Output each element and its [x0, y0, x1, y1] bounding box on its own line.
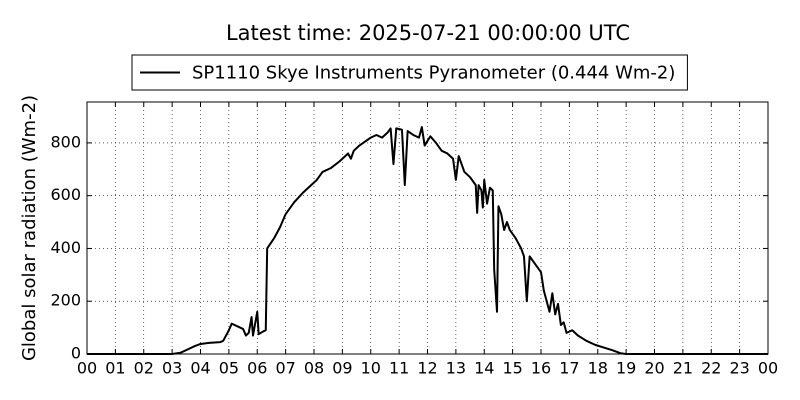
y-tick-label: 800 [50, 132, 81, 151]
x-tick-label: 11 [389, 359, 409, 378]
x-tick-label: 13 [446, 359, 466, 378]
y-tick-label: 600 [50, 185, 81, 204]
x-tick-label: 22 [701, 359, 721, 378]
x-tick-label: 15 [502, 359, 522, 378]
x-tick-label: 23 [729, 359, 749, 378]
plot-frame [86, 101, 769, 355]
chart-title: Latest time: 2025-07-21 00:00:00 UTC [226, 21, 630, 45]
x-tick-label: 14 [474, 359, 494, 378]
x-tick-label: 05 [219, 359, 239, 378]
legend-label: SP1110 Skye Instruments Pyranometer (0.4… [192, 63, 675, 84]
x-tick-label: 01 [105, 359, 125, 378]
data-line [87, 126, 768, 355]
y-tick-label: 400 [50, 238, 81, 257]
x-tick-label: 07 [275, 359, 295, 378]
legend-box [131, 54, 688, 91]
x-tick-label: 17 [559, 359, 579, 378]
x-tick-label: 19 [616, 359, 636, 378]
x-tick-label: 18 [588, 359, 608, 378]
x-tick-label: 20 [644, 359, 664, 378]
y-axis-label: Global solar radiation (Wm-2) [19, 95, 40, 361]
x-tick-label: 10 [361, 359, 381, 378]
x-tick-label: 00 [77, 359, 97, 378]
x-tick-label: 04 [190, 359, 210, 378]
y-tick-label: 200 [50, 291, 81, 310]
x-tick-label: 16 [531, 359, 551, 378]
x-tick-label: 21 [673, 359, 693, 378]
x-tick-label: 00 [758, 359, 778, 378]
y-tick-label: 0 [71, 344, 81, 363]
x-tick-label: 06 [247, 359, 267, 378]
x-tick-label: 09 [332, 359, 352, 378]
x-tick-label: 02 [134, 359, 154, 378]
x-tick-label: 08 [304, 359, 324, 378]
x-tick-label: 03 [162, 359, 182, 378]
x-tick-label: 12 [417, 359, 437, 378]
